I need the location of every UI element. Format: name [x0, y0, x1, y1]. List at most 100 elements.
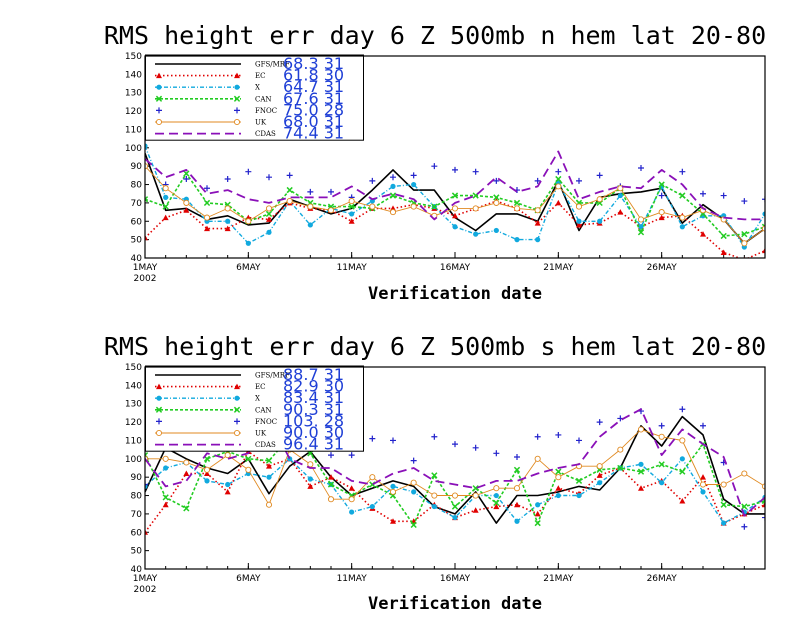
legend-marker: [234, 107, 240, 114]
data-point: [348, 452, 355, 459]
data-point: [225, 481, 231, 488]
data-point: [389, 488, 397, 495]
data-point: [493, 199, 500, 206]
legend-stat: 83.4 31: [283, 388, 344, 407]
data-point: [700, 190, 706, 197]
data-point: [451, 192, 459, 199]
data-point: [162, 501, 169, 508]
data-point: [679, 168, 686, 175]
data-point: [224, 225, 231, 232]
data-point: [452, 441, 458, 448]
y-tick-label: 150: [125, 363, 142, 373]
x-tick-label: 26MAY: [647, 263, 678, 273]
data-point: [534, 220, 541, 226]
y-tick-label: 100: [125, 144, 142, 154]
data-point: [145, 143, 148, 149]
data-point: [389, 192, 397, 199]
data-point: [145, 529, 148, 535]
data-point: [162, 494, 169, 501]
data-point: [369, 503, 375, 510]
data-point: [575, 203, 583, 210]
data-point: [493, 492, 499, 499]
y-tick-label: 50: [131, 547, 143, 557]
data-point: [452, 212, 458, 219]
legend-stat: 67.6 31: [283, 89, 344, 108]
data-point: [145, 163, 149, 170]
data-point: [617, 185, 624, 192]
data-point: [535, 237, 541, 243]
data-point: [679, 214, 686, 221]
data-point: [741, 230, 748, 238]
data-point: [431, 163, 438, 170]
data-point: [721, 520, 727, 526]
data-point: [410, 172, 417, 179]
data-point: [183, 176, 190, 183]
data-point: [390, 483, 396, 489]
chart-title: RMS height err day 6 Z 500mb s hem lat 2…: [104, 332, 766, 361]
data-point: [679, 468, 686, 475]
y-tick-label: 130: [125, 400, 142, 410]
data-point: [162, 203, 169, 210]
legend-marker: [233, 95, 241, 102]
legend-marker: [156, 383, 162, 390]
data-point: [762, 501, 765, 508]
data-point: [762, 211, 765, 217]
data-point: [266, 216, 272, 222]
y-tick-label: 70: [131, 199, 143, 209]
legend-stat: 74.4 31: [283, 124, 344, 143]
data-point: [245, 466, 252, 473]
data-point: [575, 477, 583, 484]
legend-marker: [233, 406, 241, 413]
legend-stat: 90.3 31: [283, 400, 344, 419]
data-point: [183, 207, 190, 213]
data-point: [638, 165, 644, 172]
x-axis-label: Verification date: [368, 284, 542, 304]
data-point: [266, 229, 272, 235]
data-point: [349, 509, 355, 515]
data-point: [145, 481, 148, 488]
series-line: [145, 150, 765, 221]
data-point: [348, 485, 355, 491]
data-point: [327, 481, 335, 488]
data-point: [390, 183, 396, 189]
data-point: [679, 406, 686, 413]
data-point: [741, 470, 748, 477]
data-point: [576, 437, 582, 444]
data-point: [224, 176, 231, 183]
data-point: [307, 222, 313, 228]
data-point: [348, 198, 355, 205]
data-point: [720, 481, 727, 488]
x-tick-label: 11MAY: [337, 263, 368, 273]
legend-stat: 61.8 30: [283, 66, 344, 85]
data-point: [617, 446, 624, 453]
legend-stat: 90.0 30: [283, 423, 344, 442]
data-point: [493, 177, 500, 184]
data-point: [534, 455, 541, 462]
data-point: [266, 463, 272, 469]
legend-stat: 96.4 31: [283, 435, 344, 454]
data-point: [307, 188, 314, 195]
data-point: [162, 455, 169, 462]
data-point: [390, 174, 396, 181]
data-point: [307, 461, 314, 468]
data-point: [534, 519, 541, 527]
data-point: [637, 229, 645, 236]
data-point: [720, 232, 727, 240]
data-point: [762, 196, 765, 203]
y-tick-label: 40: [131, 254, 143, 264]
data-point: [451, 492, 459, 499]
legend-box: [145, 54, 364, 141]
y-tick-label: 130: [125, 89, 142, 99]
data-point: [493, 194, 500, 201]
x-axis-label: Verification date: [368, 594, 542, 614]
data-point: [493, 503, 500, 510]
legend-stat: 68.0 31: [283, 112, 344, 131]
series-fnoc: [145, 135, 765, 205]
data-point: [348, 218, 355, 224]
legend-marker: [234, 383, 240, 390]
data-point: [307, 483, 314, 489]
data-point: [513, 199, 521, 207]
legend-stat: 103. 28: [283, 411, 344, 430]
data-point: [555, 183, 562, 190]
